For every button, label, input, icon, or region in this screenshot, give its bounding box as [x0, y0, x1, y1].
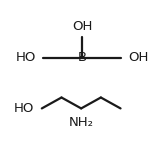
Text: OH: OH	[128, 51, 148, 64]
Text: NH₂: NH₂	[69, 116, 94, 129]
Text: B: B	[77, 51, 87, 64]
Text: HO: HO	[14, 102, 34, 115]
Text: HO: HO	[16, 51, 36, 64]
Text: OH: OH	[72, 20, 92, 33]
